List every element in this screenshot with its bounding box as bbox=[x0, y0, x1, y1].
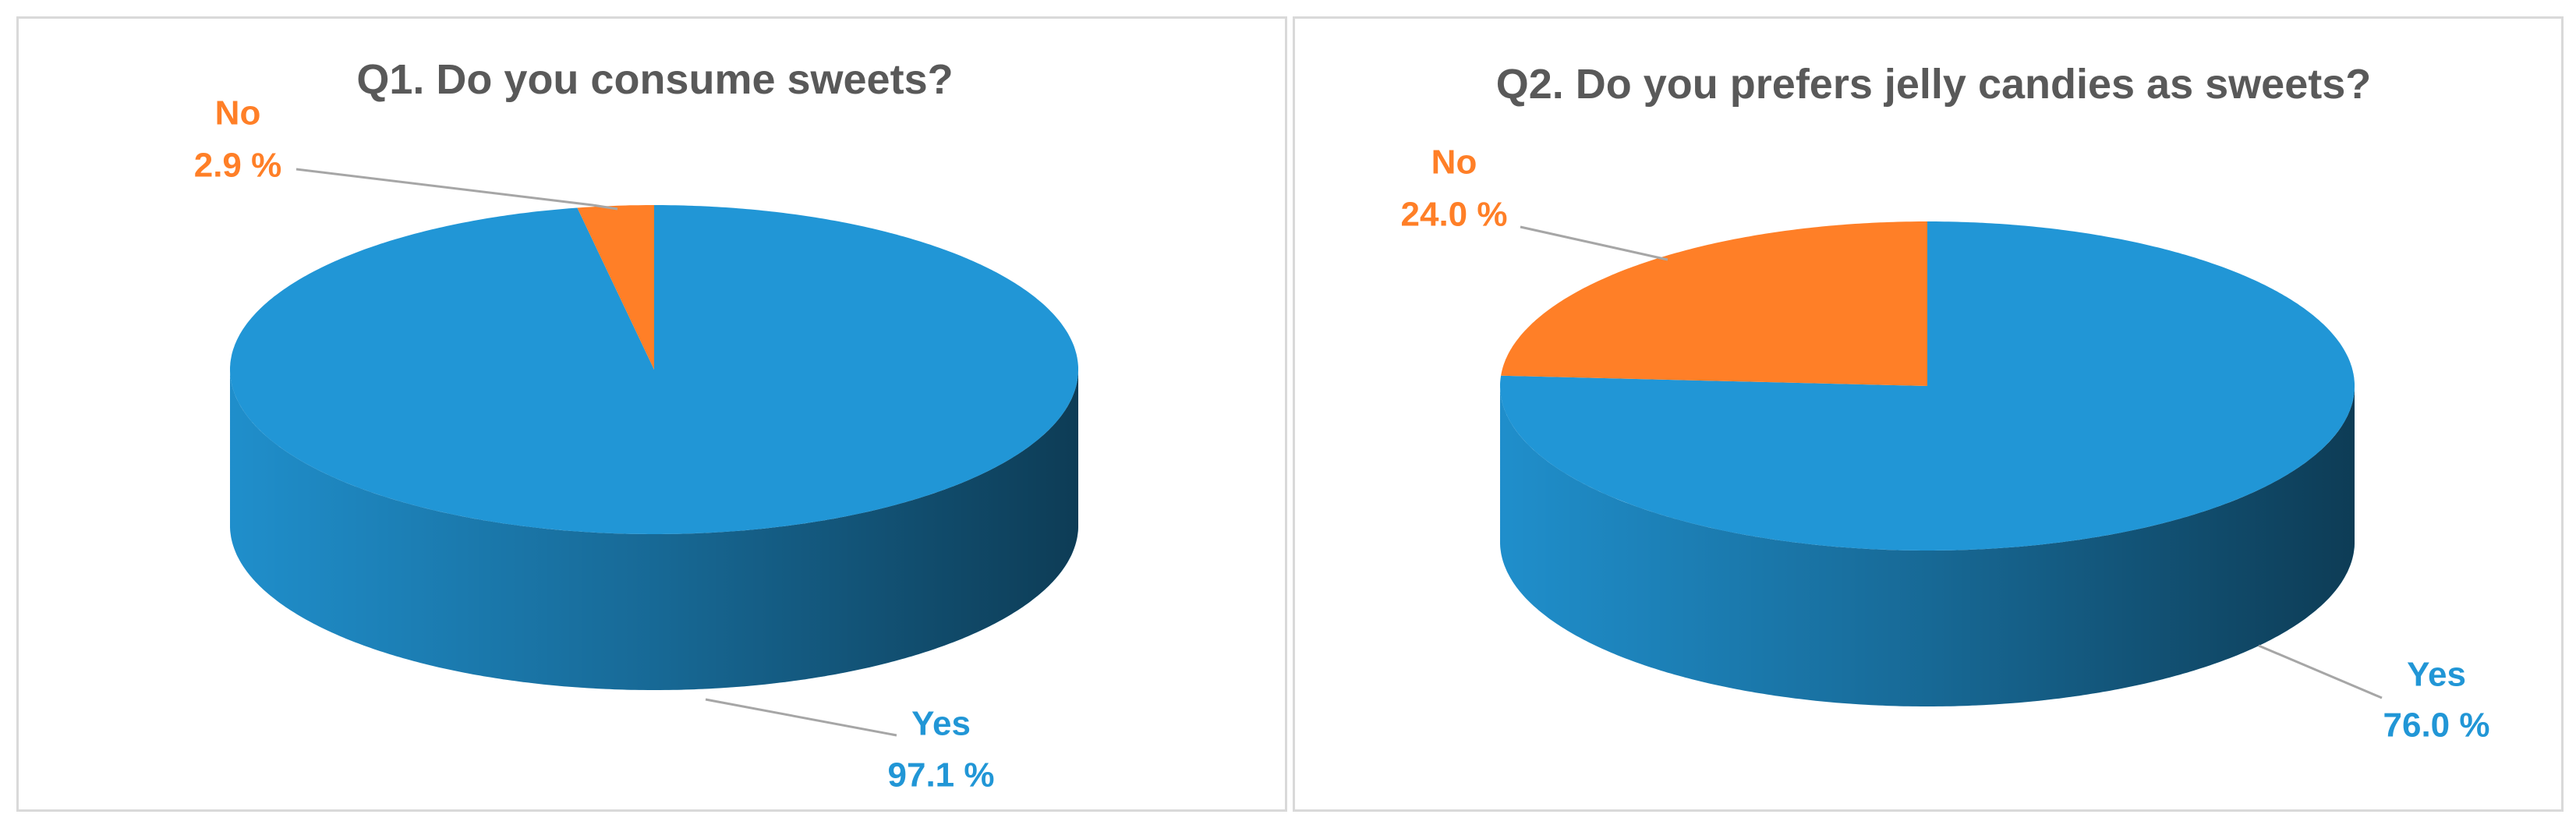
data-label-name: No bbox=[215, 94, 261, 133]
data-label-name: Yes bbox=[911, 705, 971, 743]
pie-side-shade bbox=[230, 370, 1078, 690]
data-label-value: 97.1 % bbox=[888, 756, 995, 795]
data-label-name: No bbox=[1431, 143, 1477, 182]
leader-line bbox=[705, 698, 897, 737]
chart-title: Q2. Do you prefers jelly candies as swee… bbox=[1495, 61, 2372, 108]
data-label-name: Yes bbox=[2407, 656, 2466, 694]
leader-line bbox=[295, 168, 618, 211]
data-label-value: 24.0 % bbox=[1401, 196, 1508, 234]
pie-side-shade bbox=[1500, 386, 2355, 706]
chart-title: Q1. Do you consume sweets? bbox=[356, 56, 954, 103]
data-label-value: 2.9 % bbox=[194, 147, 282, 185]
leader-line bbox=[1520, 225, 1668, 261]
pie-slice bbox=[1501, 221, 1927, 386]
pie-slice bbox=[577, 205, 654, 370]
leader-line bbox=[2258, 644, 2383, 699]
data-label-value: 76.0 % bbox=[2383, 706, 2490, 745]
